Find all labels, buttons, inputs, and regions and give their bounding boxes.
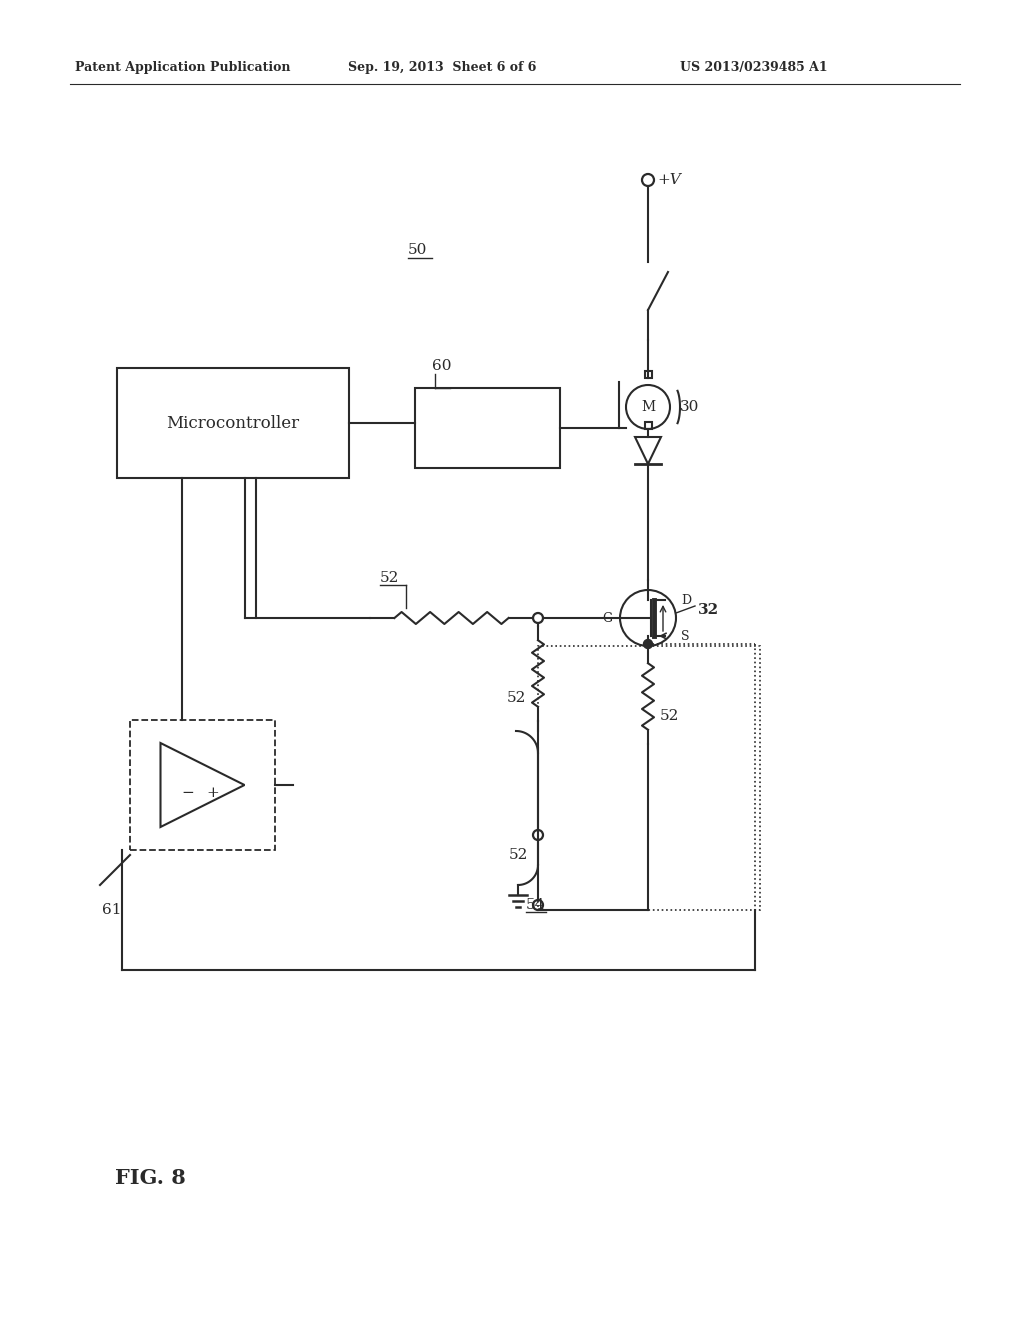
Text: 50: 50 (408, 243, 427, 257)
Text: 61: 61 (102, 903, 122, 917)
Text: Patent Application Publication: Patent Application Publication (75, 62, 291, 74)
Text: 52: 52 (660, 710, 679, 723)
Text: FIG. 8: FIG. 8 (115, 1168, 185, 1188)
Text: US 2013/0239485 A1: US 2013/0239485 A1 (680, 62, 827, 74)
Text: 52: 52 (509, 847, 528, 862)
Bar (117, 368, 349, 478)
Text: S: S (681, 630, 689, 643)
Text: D: D (681, 594, 691, 606)
Bar (644, 371, 651, 378)
Circle shape (643, 639, 652, 648)
Text: Sep. 19, 2013  Sheet 6 of 6: Sep. 19, 2013 Sheet 6 of 6 (348, 62, 537, 74)
Text: 54: 54 (526, 898, 546, 912)
Text: 32: 32 (698, 603, 719, 616)
Text: +: + (206, 785, 219, 800)
Text: G: G (602, 611, 612, 624)
Text: −: − (181, 785, 194, 800)
Bar (538, 645, 760, 909)
Text: 52: 52 (507, 692, 526, 705)
Bar (644, 422, 651, 429)
Text: M: M (641, 400, 655, 414)
Bar (130, 719, 275, 850)
Text: 52: 52 (380, 572, 399, 585)
Text: 60: 60 (432, 359, 452, 374)
Text: +V: +V (657, 173, 681, 187)
Bar (415, 388, 560, 469)
Text: Microcontroller: Microcontroller (167, 414, 300, 432)
Text: 30: 30 (680, 400, 699, 414)
